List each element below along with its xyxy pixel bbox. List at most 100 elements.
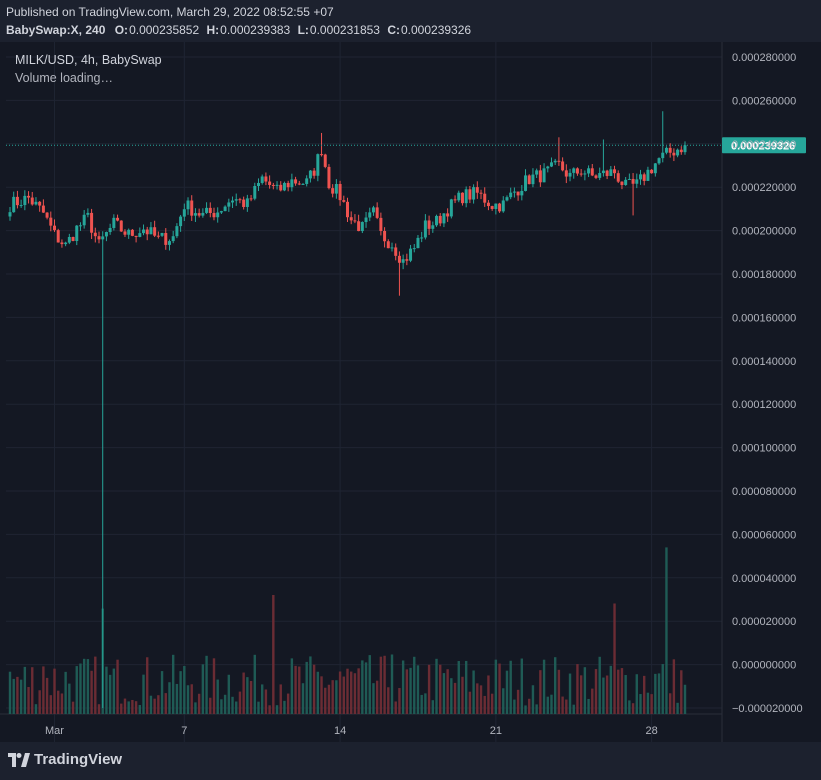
candle-body [620,181,624,185]
volume-bar [309,656,312,714]
volume-bar [327,684,331,714]
volume-bar [683,684,687,714]
volume-bar [479,685,483,714]
volume-bar [57,690,60,714]
volume-bar [246,677,249,714]
volume-bar [565,699,568,714]
volume-bar [209,697,212,714]
last-price-tag [722,137,806,154]
candle-body [572,168,576,173]
volume-bar [398,688,401,714]
candle-body [30,197,34,205]
candle-body [668,147,672,153]
volume-bar [379,656,383,714]
volume-bar [105,666,108,714]
candle-body [527,175,531,185]
volume-bar [583,667,587,714]
volume-bar [383,655,386,714]
volume-bar [175,683,179,714]
candle-body [587,168,591,174]
volume-bar [179,671,182,714]
volume-bar [476,683,479,714]
candle-body [479,192,483,194]
volume-bar [338,671,342,714]
candle-body [416,237,420,249]
candle-body [449,199,453,217]
chart-legend-title[interactable]: MILK/USD, 4h, BabySwap [15,53,162,67]
volume-bar [68,683,71,714]
close-key: C: [387,23,400,37]
candle-body [327,166,331,189]
candle-body [557,160,561,162]
volume-bar [453,682,457,714]
candle-body [245,198,249,207]
candle-body [590,168,594,176]
volume-bar [635,674,638,714]
volume-bar [509,660,512,714]
volume-bar [646,692,650,714]
volume-bar [550,694,553,714]
candle-body [371,207,375,213]
candle-body [524,175,528,191]
candle-body [101,236,105,240]
candle-body [379,217,383,231]
volume-bar [435,658,438,714]
tradingview-logo[interactable]: TradingView [8,751,122,768]
candle-body [431,225,435,229]
candle-body [64,242,68,245]
volume-bar [112,668,116,714]
candle-body [282,182,286,191]
candle-body [642,174,646,181]
candle-body [67,236,71,243]
candle-body [253,186,257,199]
volume-bar [661,664,664,714]
candle-body [412,248,416,250]
candle-body [38,201,42,206]
candle-body [438,215,442,224]
candle-body [275,184,279,186]
candle-body [197,213,201,216]
candle-body [553,160,557,163]
candle-body [175,226,179,237]
volume-bar [220,699,223,714]
volume-bar [75,666,78,714]
volume-bar [654,673,657,714]
volume-bar [153,698,156,714]
candle-body [238,199,242,201]
volume-bar [528,698,531,714]
candle-body [123,231,127,235]
volume-bar [190,684,193,714]
y-tick-label: 0.000280000 [732,52,796,64]
volume-bar [146,657,149,714]
volume-bar [171,654,175,714]
volume-bar [223,694,227,714]
candle-body [227,202,231,207]
x-tick-label: 28 [645,725,657,737]
volume-bar [298,666,301,714]
candle-body [186,200,190,210]
candle-body [160,232,164,236]
volume-bar [483,695,486,714]
candle-body [397,255,401,263]
volume-bar [49,695,52,714]
candle-body [535,170,539,175]
volume-bar [235,701,238,714]
candle-body [134,235,138,237]
candle-body [486,202,490,207]
volume-bar [439,664,442,714]
candle-body [212,213,216,218]
candle-body [598,173,602,178]
volume-bar [290,658,294,714]
candle-body [190,200,194,216]
volume-bar [568,673,572,714]
volume-bar [127,701,130,714]
volume-bar [305,661,308,714]
candle-body [104,232,108,237]
candle-body [653,163,657,174]
volume-bar [294,665,297,714]
volume-bar [86,659,90,714]
candle-body [542,168,546,183]
candle-body [8,212,12,217]
y-tick-label: 0.000260000 [732,95,796,107]
